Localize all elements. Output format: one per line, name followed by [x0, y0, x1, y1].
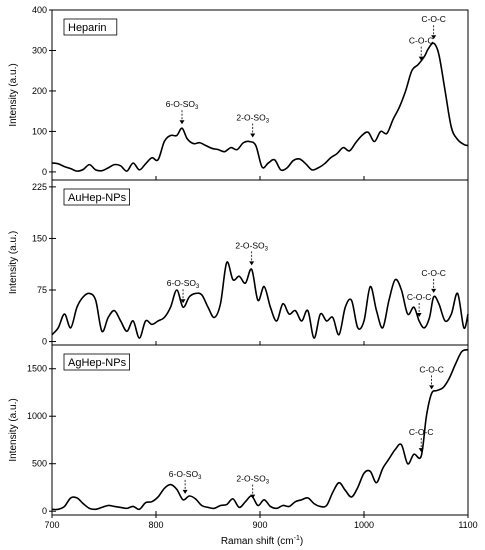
y-tick-label: 0: [42, 506, 47, 516]
panel-auhep-nps: 0 75 150 225 Intensity (a.u.) AuHep-NPs 6-O-SO…: [8, 179, 469, 347]
x-tick-label: 900: [252, 520, 267, 530]
annotation-arrowhead: [182, 489, 188, 494]
annotation-label: 2-O-SO3: [235, 240, 268, 252]
panel-heparin: 0 100 200 300 400 Intensity (a.u.) Heparin 6-O-…: [8, 5, 469, 181]
y-axis-label: Intensity (a.u.): [8, 398, 19, 461]
peak-annotation: 6-O-SO3: [167, 278, 200, 304]
legend-auhep-nps: AuHep-NPs: [63, 188, 130, 206]
x-tick-label: 700: [44, 520, 59, 530]
y-tick-label: 300: [32, 45, 47, 55]
spectrum-line-aghep-nps: [51, 348, 469, 511]
annotation-arrowhead: [418, 448, 424, 453]
annotation-arrowhead: [416, 312, 422, 317]
legend-heparin: Heparin: [63, 18, 118, 36]
chart-panels: 0 100 200 300 400 Intensity (a.u.) Heparin 6-O-…: [8, 5, 469, 516]
legend-box: [63, 18, 118, 36]
peak-annotation: C-O-C: [409, 36, 434, 61]
legend-label: AgHep-NPs: [68, 357, 127, 369]
y-tick-label: 500: [32, 459, 47, 469]
annotation-label: 6-O-SO3: [166, 99, 199, 111]
annotation-arrowhead: [250, 494, 256, 499]
annotation-label: 6-O-SO3: [167, 278, 200, 290]
annotation-label: C-O-C: [409, 427, 434, 437]
annotation-label: 2-O-SO3: [236, 113, 269, 125]
legend-box: [63, 353, 130, 371]
spectrum-line-heparin: [51, 42, 469, 172]
y-tick-label: 100: [32, 126, 47, 136]
peak-annotation: 2-O-SO3: [236, 113, 270, 138]
annotation-arrowhead: [429, 385, 435, 390]
y-axis-label: Intensity (a.u.): [8, 63, 19, 126]
peak-annotation: 6-O-SO3: [166, 99, 199, 125]
y-tick-label: 225: [32, 182, 47, 192]
peak-annotation: C-O-C: [407, 292, 432, 317]
x-tick-label: 1000: [354, 520, 374, 530]
annotation-label: C-O-C: [419, 364, 444, 374]
y-tick-label: 1500: [27, 364, 47, 374]
legend-label: AuHep-NPs: [68, 192, 127, 204]
y-tick-label: 150: [32, 233, 47, 243]
annotation-label: 2-O-SO3: [236, 474, 269, 486]
peak-annotation: C-O-C: [421, 268, 446, 293]
peak-annotation: 2-O-SO3: [235, 240, 269, 266]
y-axis-label: Intensity (a.u.): [8, 231, 19, 294]
panel-frame: [51, 344, 469, 516]
legend-box: [63, 188, 130, 206]
peak-annotation: 2-O-SO3: [236, 474, 270, 499]
annotation-arrowhead: [179, 120, 185, 125]
y-tick-label: 200: [32, 86, 47, 96]
annotation-arrowhead: [250, 133, 256, 138]
y-tick-label: 0: [42, 337, 47, 347]
annotation-label: 6-O-SO3: [169, 469, 202, 481]
annotation-arrowhead: [418, 56, 424, 61]
x-axis-label: Raman shift (cm-1): [221, 535, 303, 547]
x-tick-label: 1100: [458, 520, 477, 530]
y-tick-label: 1000: [27, 411, 47, 421]
panel-aghep-nps: 0 500 1000 1500 Intensity (a.u.) AgHep-NPs 6-O…: [8, 344, 469, 516]
legend-aghep-nps: AgHep-NPs: [63, 353, 130, 371]
annotation-label: C-O-C: [407, 292, 432, 302]
annotation-arrowhead: [180, 299, 186, 304]
spectrum-line-auhep-nps: [51, 261, 469, 339]
y-tick-label: 0: [42, 167, 47, 177]
peak-annotation: C-O-C: [419, 364, 444, 390]
annotation-label: C-O-C: [421, 14, 446, 24]
peak-annotation: C-O-C: [421, 14, 446, 40]
annotation-label: C-O-C: [409, 36, 434, 46]
y-tick-label: 75: [37, 285, 47, 295]
panel-frame: [51, 9, 469, 181]
annotation-arrowhead: [431, 35, 437, 40]
annotation-arrowhead: [249, 261, 255, 266]
peak-annotation: 6-O-SO3: [169, 469, 202, 494]
legend-label: Heparin: [68, 22, 107, 34]
x-axis: 700 800 900 1000 1100: [44, 515, 478, 530]
annotation-arrowhead: [431, 288, 437, 293]
y-tick-label: 400: [32, 5, 47, 15]
peak-annotation: C-O-C: [409, 427, 434, 453]
x-tick-label: 800: [148, 520, 163, 530]
annotation-label: C-O-C: [421, 268, 446, 278]
